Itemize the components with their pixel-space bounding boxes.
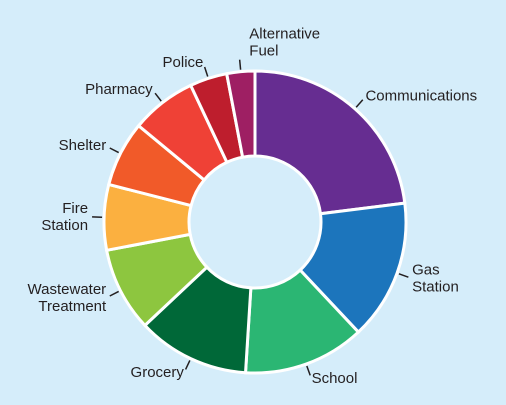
leader-line (203, 66, 209, 77)
slice (224, 69, 257, 159)
slice-label: School (312, 370, 358, 387)
leader-line (109, 290, 120, 297)
slice (253, 69, 407, 216)
leader-line (109, 147, 120, 154)
slice-label: Alternative Fuel (249, 26, 320, 60)
slice-label: Fire Station (41, 200, 88, 234)
slice-label: Communications (365, 88, 477, 105)
slice-label: Police (163, 54, 204, 71)
leader-line (154, 92, 162, 102)
slice-label: Wastewater Treatment (28, 281, 107, 315)
slice (243, 267, 361, 375)
slice-label: Shelter (59, 137, 107, 154)
leader-line (184, 360, 191, 370)
leader-line (355, 99, 364, 108)
slice-label: Gas Station (412, 262, 459, 296)
leader-line (306, 365, 311, 376)
leader-line (238, 59, 242, 70)
slice-label: Grocery (131, 364, 185, 381)
leader-line (398, 273, 409, 278)
slice-label: Pharmacy (85, 81, 153, 98)
